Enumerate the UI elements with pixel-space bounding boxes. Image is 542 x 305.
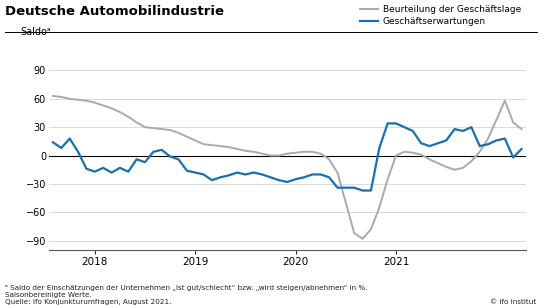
Beurteilung der Geschäftslage [250,150,257,154]
Geschäftserwartungen [359,189,366,192]
Geschäftserwartungen [175,157,182,161]
Geschäftserwartungen [376,146,383,150]
Text: ᵃ Saldo der Einschätzungen der Unternehmen „ist gut/schlecht“ bzw. „wird steigen: ᵃ Saldo der Einschätzungen der Unternehm… [5,285,368,305]
Text: Saldoᵃ: Saldoᵃ [20,27,51,37]
Line: Geschäftserwartungen: Geschäftserwartungen [53,124,521,191]
Geschäftserwartungen [250,171,257,174]
Beurteilung der Geschäftslage [376,206,383,210]
Geschäftserwartungen [393,122,399,125]
Beurteilung der Geschäftslage [75,98,81,102]
Legend: Beurteilung der Geschäftslage, Geschäftserwartungen: Beurteilung der Geschäftslage, Geschäfts… [360,5,521,26]
Geschäftserwartungen [518,147,525,151]
Geschäftserwartungen [75,150,81,154]
Beurteilung der Geschäftslage [50,94,56,98]
Text: © ifo Institut: © ifo Institut [491,299,537,305]
Beurteilung der Geschäftslage [384,178,391,181]
Line: Beurteilung der Geschäftslage: Beurteilung der Geschäftslage [53,96,521,239]
Beurteilung der Geschäftslage [175,131,182,135]
Text: Deutsche Automobilindustrie: Deutsche Automobilindustrie [5,5,224,18]
Beurteilung der Geschäftslage [359,237,366,241]
Beurteilung der Geschäftslage [67,97,73,101]
Beurteilung der Geschäftslage [518,127,525,131]
Geschäftserwartungen [384,122,391,125]
Geschäftserwartungen [67,137,73,140]
Geschäftserwartungen [50,141,56,144]
